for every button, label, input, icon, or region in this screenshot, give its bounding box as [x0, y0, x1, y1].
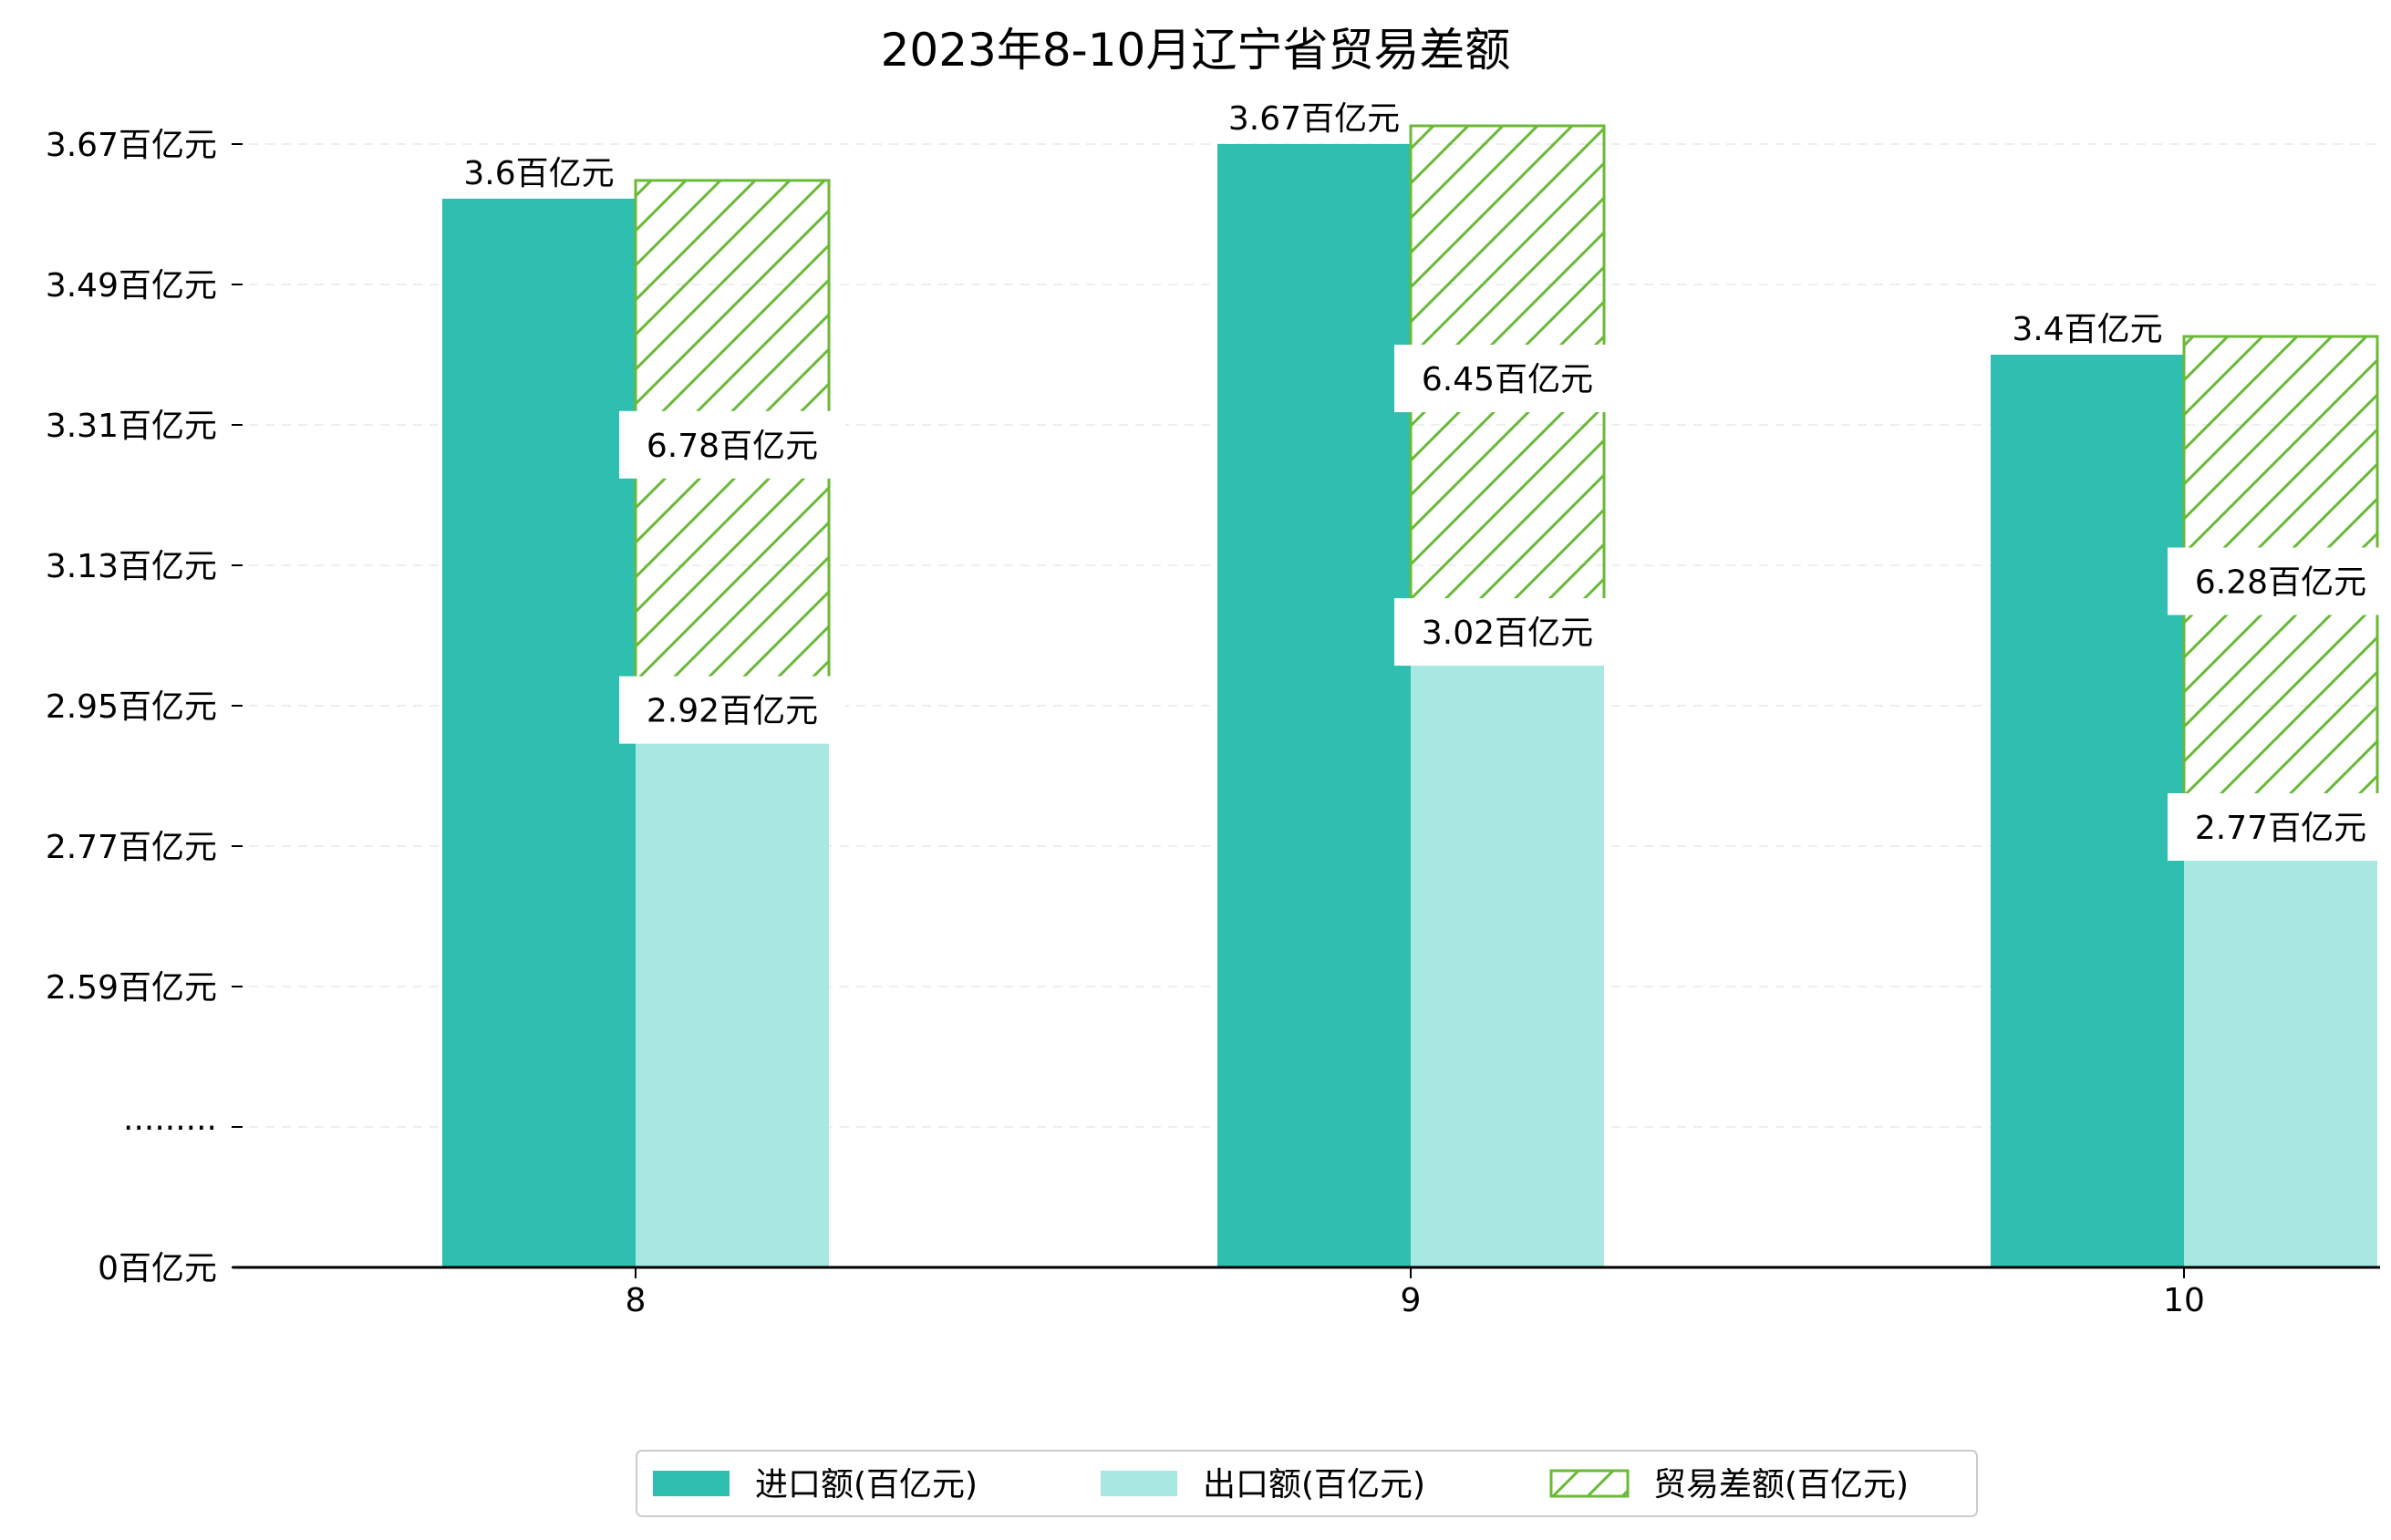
legend: 进口额(百亿元) 出口额(百亿元) 贸易差额(百亿元) — [636, 1450, 1978, 1517]
balance-value-label: 6.45百亿元 — [1422, 361, 1593, 398]
x-tick-label: 10 — [2163, 1282, 2205, 1319]
x-tick-label: 9 — [1401, 1282, 1422, 1319]
legend-box — [636, 1450, 1978, 1517]
import-value-label: 3.4百亿元 — [2012, 311, 2162, 348]
legend-label: 进口额(百亿元) — [755, 1466, 978, 1504]
y-axis: 0百亿元 ········· 2.59百亿元 2.77百亿元 2.95百亿元 3.13百亿… — [46, 127, 243, 1287]
import-value-label: 3.6百亿元 — [463, 155, 614, 192]
legend-label: 贸易差额(百亿元) — [1653, 1466, 1909, 1504]
bar-export — [636, 729, 829, 1267]
balance-label-box — [2168, 547, 2391, 615]
y-tick-label: 2.77百亿元 — [46, 829, 217, 866]
chart-title: 2023年8-10月辽宁省贸易差额 — [881, 24, 1511, 77]
legend-label: 出口额(百亿元) — [1203, 1466, 1425, 1504]
balance-label-box — [619, 410, 845, 479]
export-value-label: 2.92百亿元 — [647, 693, 818, 730]
import-value-label: 3.67百亿元 — [1228, 100, 1400, 138]
x-tick-label: 8 — [626, 1282, 647, 1319]
x-axis: 8 9 10 — [233, 1266, 2380, 1319]
bar-export — [1411, 651, 1604, 1267]
legend-swatch — [653, 1471, 730, 1496]
balance-label-box — [1394, 345, 1620, 413]
balance-value-label: 6.78百亿元 — [647, 428, 818, 465]
bar-export — [2184, 846, 2377, 1267]
y-tick-label: 3.67百亿元 — [46, 127, 217, 164]
export-label-box — [1394, 598, 1620, 667]
y-tick-label: ········· — [123, 1110, 217, 1147]
export-label-box — [619, 676, 845, 744]
bar-labels: 3.6百亿元 2.92百亿元 6.78百亿元 3.67百亿元 3.02百亿元 6.45百亿… — [463, 100, 2391, 861]
y-tick-label: 2.59百亿元 — [46, 969, 217, 1007]
y-tick-label: 2.95百亿元 — [46, 688, 217, 726]
y-tick-label: 3.13百亿元 — [46, 548, 217, 585]
legend-swatch — [1549, 1469, 1630, 1498]
export-label-box — [2168, 793, 2391, 861]
y-tick-label: 3.31百亿元 — [46, 408, 217, 445]
y-tick-label: 0百亿元 — [98, 1250, 217, 1287]
balance-value-label: 6.28百亿元 — [2195, 564, 2366, 602]
bar-import — [1217, 144, 1411, 1267]
export-value-label: 3.02百亿元 — [1422, 615, 1593, 652]
bar-import — [442, 198, 636, 1267]
y-tick-label: 3.49百亿元 — [46, 267, 217, 305]
export-value-label: 2.77百亿元 — [2195, 810, 2366, 847]
legend-swatch — [1101, 1471, 1177, 1496]
bar-import — [1991, 355, 2184, 1267]
